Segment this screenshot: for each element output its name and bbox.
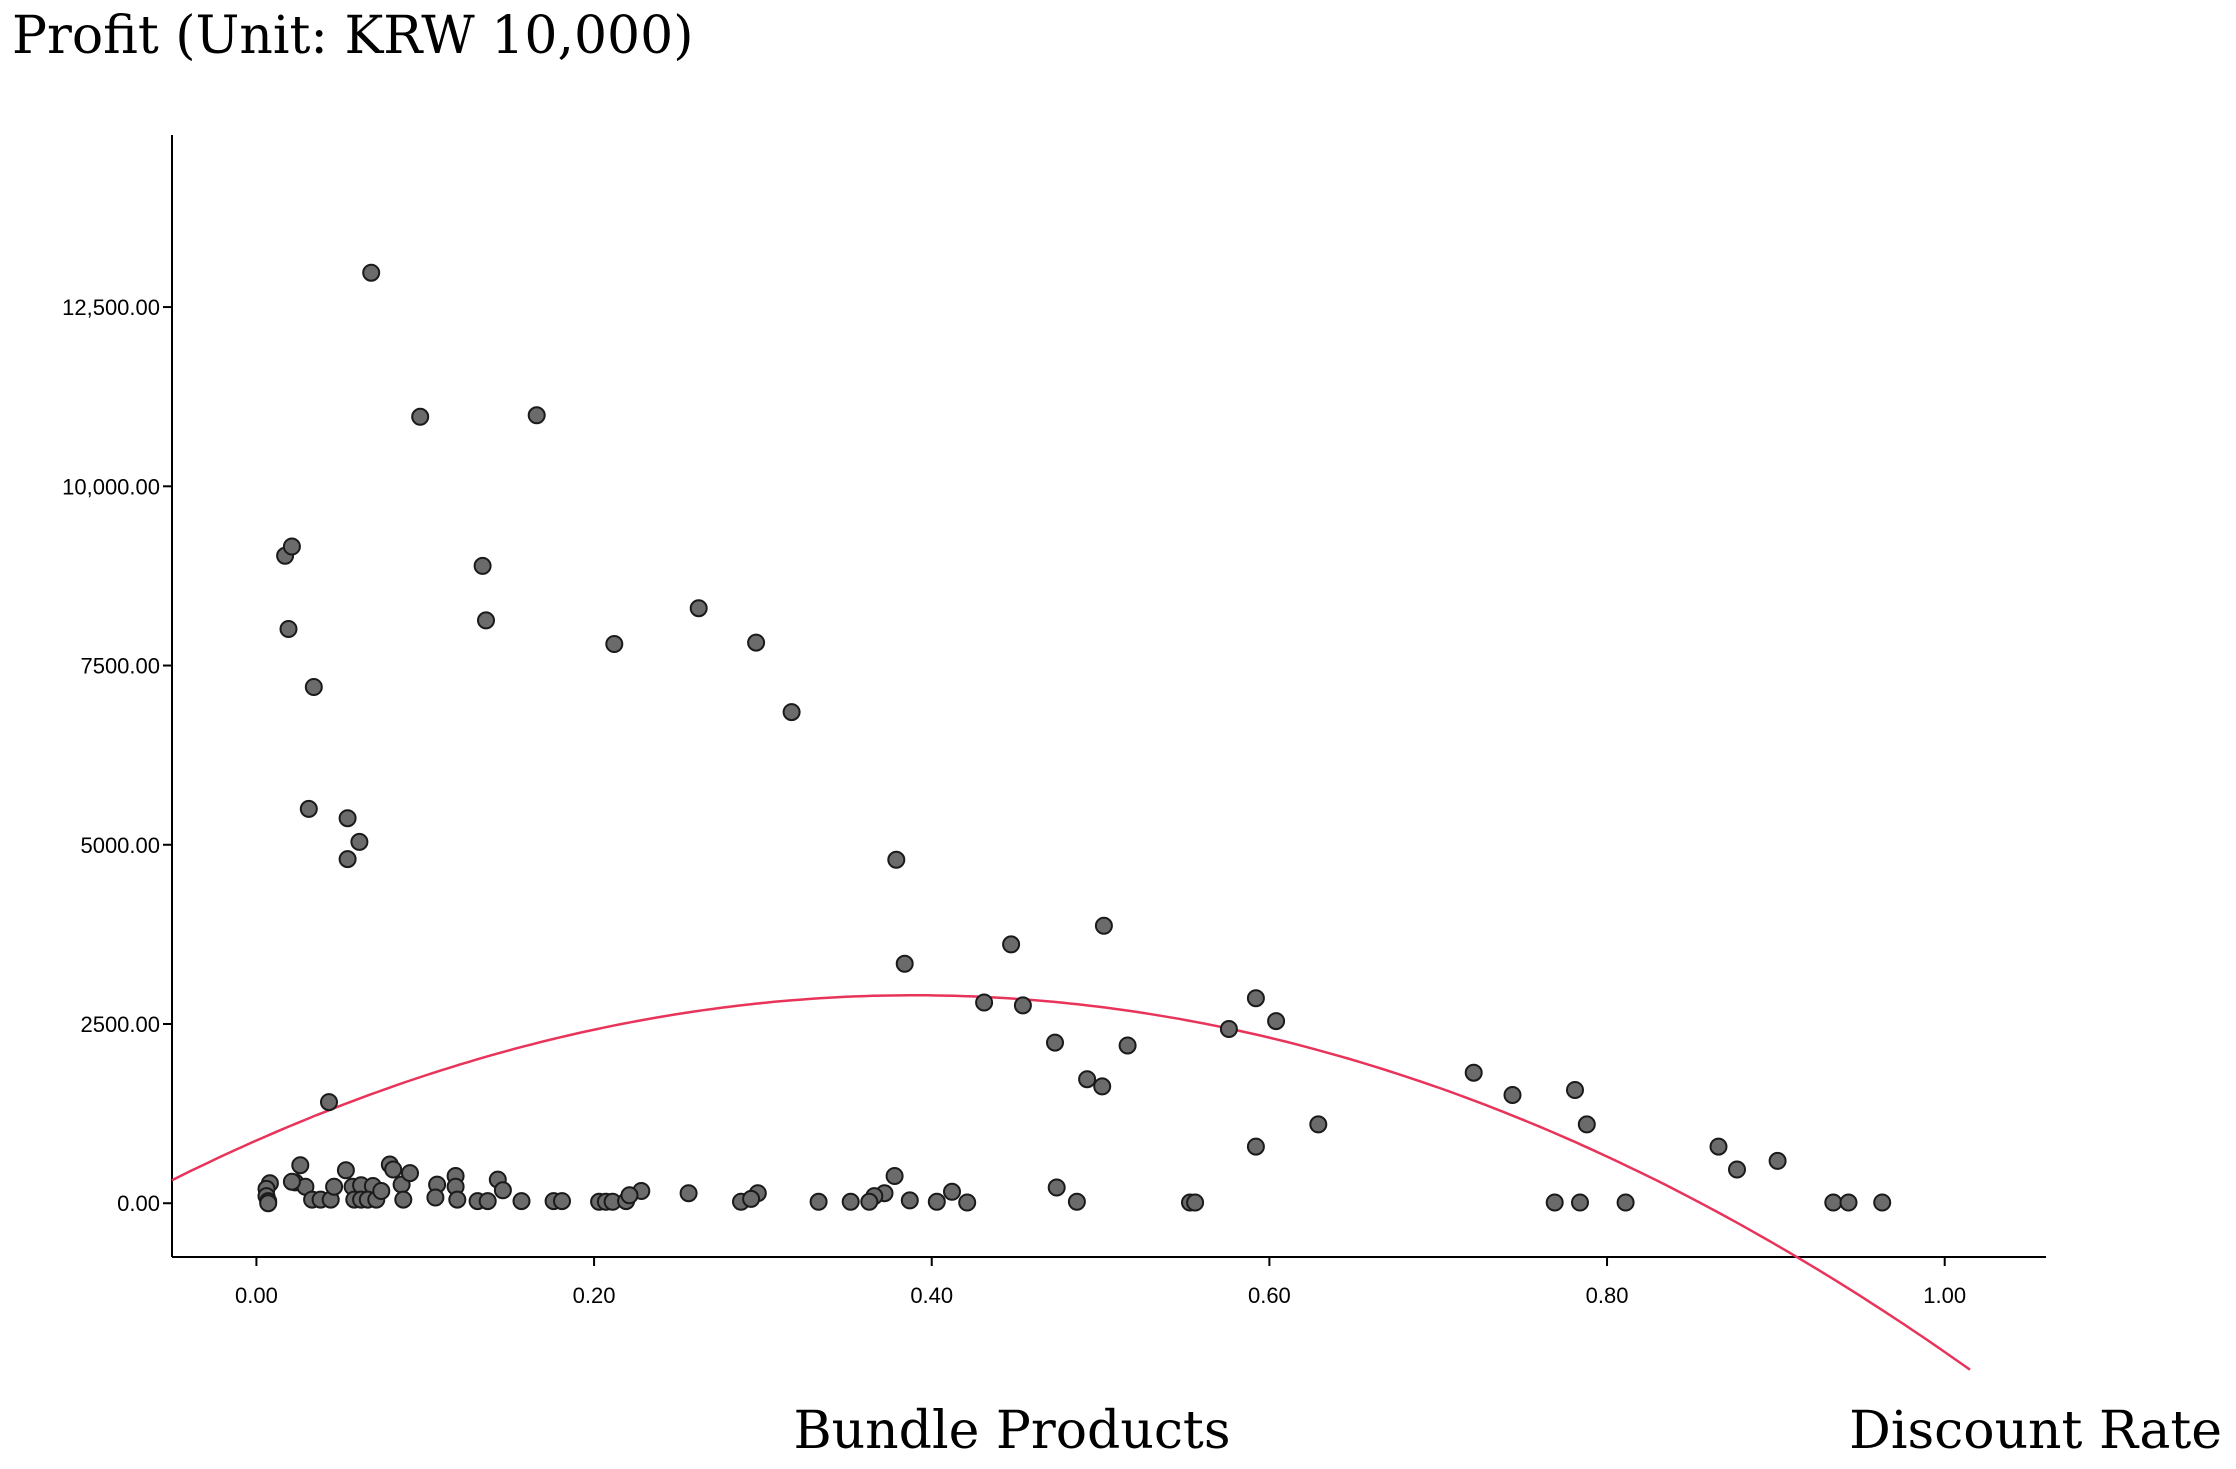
data-point [426,1188,445,1207]
data-point [1047,1178,1066,1197]
data-point [1503,1086,1522,1104]
data-point [259,1194,278,1213]
x-tick-label: 0.20 [573,1283,616,1308]
data-point [1545,1193,1564,1212]
data-point [958,1193,977,1212]
data-point [493,1181,512,1200]
data-point [1186,1193,1205,1212]
data-point [1118,1036,1137,1055]
data-point [1768,1151,1787,1170]
data-point [320,1093,338,1112]
y-axis: 0.00 2500.00 5000.00 7500.00 10,000.00 12,500… [62,135,173,1257]
data-point [1571,1193,1589,1212]
x-axis-label-right: Discount Rate [1849,1401,2222,1461]
x-tick-label: 0.40 [910,1283,953,1308]
data-point [325,1177,344,1196]
data-points [257,263,1892,1213]
data-point [620,1186,639,1205]
data-point [679,1184,698,1203]
data-point [304,678,323,696]
data-point [553,1192,571,1211]
x-tick-label: 0.80 [1586,1283,1629,1308]
data-point [282,1172,301,1191]
data-point [1839,1193,1858,1212]
data-point [362,263,381,282]
data-point [1002,935,1021,954]
data-point [809,1192,828,1211]
data-point [1013,996,1032,1015]
data-point [927,1192,946,1211]
data-point [605,635,624,653]
data-point [885,1167,904,1185]
data-point [477,611,495,630]
x-axis-label-left: Bundle Products [793,1401,1230,1461]
data-point [1709,1137,1728,1156]
data-point [1219,1020,1238,1038]
data-point [742,1189,761,1208]
data-point [338,850,357,869]
chart-title: Profit (Unit: KRW 10,000) [12,6,694,66]
data-point [512,1192,531,1211]
data-point [527,406,546,425]
data-point [401,1164,419,1183]
data-point [689,599,708,618]
data-point [336,1161,355,1180]
data-point [1046,1033,1064,1052]
data-point [1078,1070,1097,1089]
data-point [860,1192,879,1211]
data-point [1616,1193,1635,1212]
data-point [394,1190,413,1209]
y-tick-label: 0.00 [117,1191,160,1216]
data-point [975,993,994,1012]
y-tick-label: 5000.00 [80,833,160,858]
data-point [1824,1193,1843,1212]
x-tick-label: 0.00 [235,1283,278,1308]
x-tick-label: 0.60 [1248,1283,1291,1308]
y-tick-label: 12,500.00 [62,295,160,320]
data-point [279,620,298,638]
data-point [291,1156,310,1175]
data-point [448,1190,467,1209]
data-point [887,850,906,869]
data-point [1464,1063,1483,1082]
data-point [282,537,301,556]
data-point [1577,1115,1596,1134]
data-point [943,1182,961,1201]
data-point [350,832,369,851]
data-point [895,954,914,973]
data-point [338,809,357,828]
y-tick-label: 2500.00 [80,1012,160,1037]
data-point [473,556,492,575]
data-point [1309,1115,1328,1134]
x-tick-label: 1.00 [1923,1283,1966,1308]
data-point [372,1182,391,1200]
y-tick-label: 7500.00 [80,654,160,679]
x-axis: 0.00 0.20 0.40 0.60 0.80 1.00 [172,1256,2046,1308]
data-point [1094,916,1113,935]
data-point [1873,1193,1892,1212]
data-point [1728,1160,1746,1179]
data-point [384,1160,403,1179]
data-point [1246,989,1265,1008]
data-point [1093,1077,1112,1096]
data-point [299,799,318,818]
data-point [1566,1081,1584,1099]
data-point [1267,1012,1286,1031]
data-point [411,407,430,426]
data-point [1067,1192,1086,1211]
data-point [900,1191,919,1210]
y-tick-label: 10,000.00 [62,474,160,499]
fit-line-group [171,994,1971,1371]
data-point [841,1192,860,1211]
data-point [1246,1137,1265,1156]
data-point [747,633,766,652]
data-point [478,1192,497,1211]
data-point [782,703,801,722]
fit-line [171,994,1971,1371]
